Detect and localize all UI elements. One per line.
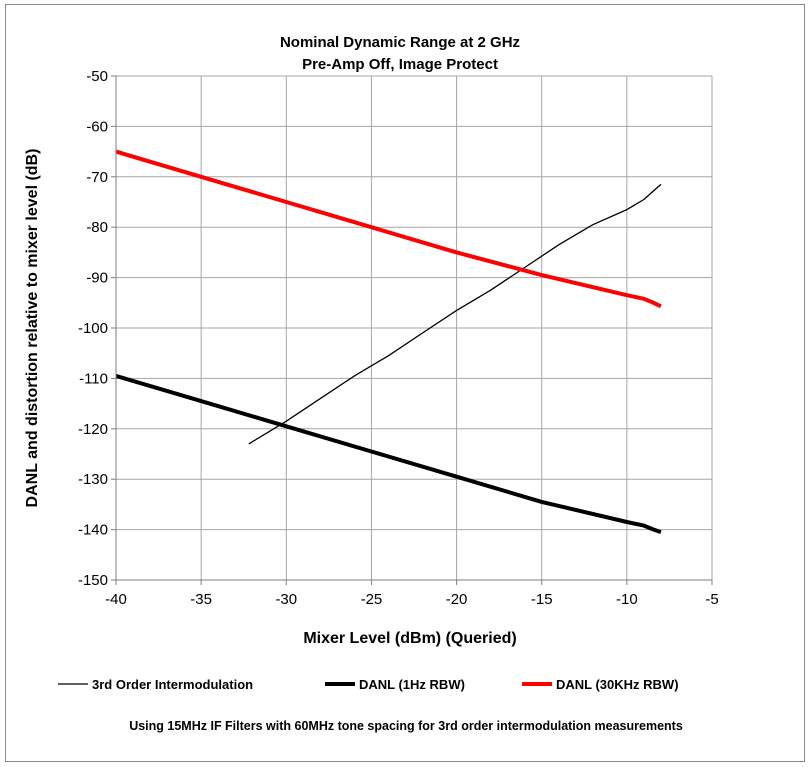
y-axis-label: DANL and distortion relative to mixer le…: [24, 149, 41, 508]
grid: [115, 75, 713, 581]
y-tick-label: -50: [86, 68, 108, 85]
series-line-1: [115, 373, 662, 534]
y-tick-label: -100: [78, 320, 108, 337]
x-axis-label: Mixer Level (dBm) (Queried): [303, 630, 516, 647]
y-tick-label: -90: [86, 270, 108, 287]
x-tick-label: -25: [361, 591, 383, 608]
x-tick-label: -5: [705, 591, 718, 608]
y-tick-label: -130: [78, 471, 108, 488]
footnote: Using 15MHz IF Filters with 60MHz tone s…: [129, 719, 683, 733]
x-tick-label: -10: [616, 591, 638, 608]
series-line-2: [115, 149, 662, 309]
y-tick-label: -120: [78, 421, 108, 438]
axis-layer: -40 -35 -30 -25 -20 -15 -10 -5 -50 -60 -70 -80 -90 -1…: [78, 68, 719, 608]
legend-label-1: DANL (1Hz RBW): [359, 677, 465, 692]
y-tick-label: -80: [86, 219, 108, 236]
chart-title: Nominal Dynamic Range at 2 GHz: [280, 34, 520, 51]
chart-frame: [5, 4, 805, 762]
y-tick-label: -110: [79, 370, 108, 387]
x-tick-label: -40: [105, 591, 127, 608]
y-tick-label: -60: [86, 118, 108, 135]
x-tick-label: -20: [446, 591, 468, 608]
series-layer: [115, 149, 662, 534]
y-tick-label: -150: [78, 572, 108, 589]
legend-label-2: DANL (30KHz RBW): [556, 677, 679, 692]
x-tick-label: -30: [275, 591, 297, 608]
y-tick-label: -70: [86, 169, 108, 186]
series-line-0: [248, 183, 662, 445]
x-tick-label: -15: [531, 591, 553, 608]
legend-label-0: 3rd Order Intermodulation: [92, 677, 253, 692]
x-tick-label: -35: [190, 591, 212, 608]
chart-subtitle: Pre-Amp Off, Image Protect: [302, 56, 498, 73]
y-tick-label: -140: [78, 522, 108, 539]
legend: 3rd Order Intermodulation DANL (1Hz RBW) D…: [58, 677, 679, 692]
